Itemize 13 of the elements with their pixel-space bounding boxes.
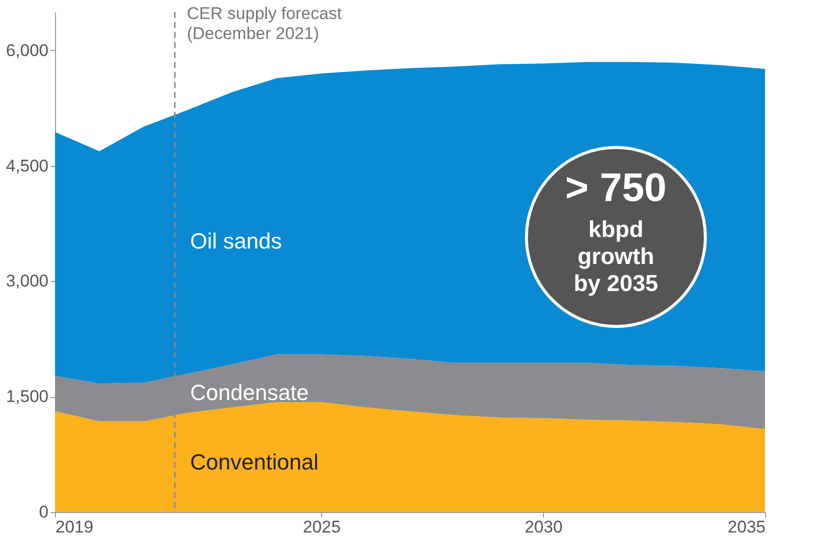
y-tick-label: 1,500: [6, 387, 48, 406]
ref-line-label: CER supply forecast (December 2021): [186, 4, 342, 43]
x-tick-label: 2035: [728, 518, 766, 536]
y-tick-label: 3,000: [6, 272, 48, 291]
x-tick-label: 2019: [56, 518, 94, 536]
y-tick-label: 0: [39, 502, 48, 522]
x-tick-label: 2025: [302, 518, 341, 536]
annotation: > 750 kbpd growth by 2035: [565, 166, 667, 296]
series-label: Oil sands: [190, 228, 282, 254]
series-label: Condensate: [190, 380, 309, 406]
x-tick-label: 2030: [524, 518, 563, 536]
y-tick-label: 4,500: [6, 156, 48, 176]
y-tick-label: 6,000: [6, 40, 48, 60]
